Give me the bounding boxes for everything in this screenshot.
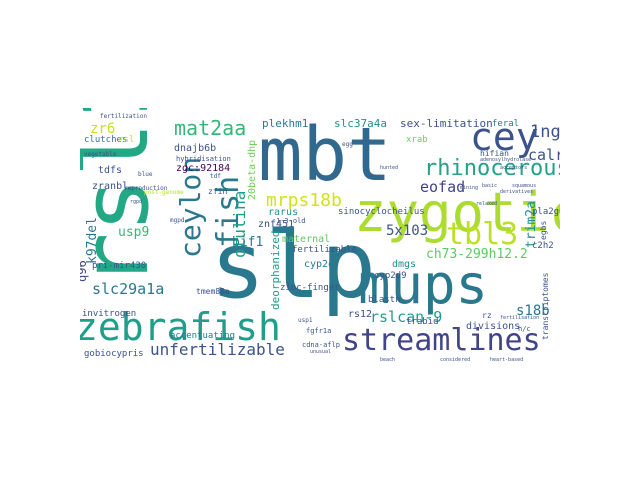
- word: usp1: [298, 317, 313, 324]
- word: znf451: [258, 219, 295, 230]
- word: unusual: [310, 349, 332, 355]
- word: 20beta-dhp: [247, 139, 258, 200]
- word: eofad: [420, 178, 466, 196]
- word: ch73-299h12.2: [426, 247, 528, 262]
- word: sex-limitation: [400, 117, 493, 130]
- word: h/c: [518, 325, 531, 333]
- word: gobiocypris: [84, 349, 144, 359]
- word: xrab: [406, 135, 428, 145]
- word: k97del: [85, 217, 100, 264]
- word: deorphanized: [269, 230, 282, 310]
- word: basic: [482, 183, 498, 189]
- word: adenosylhydrolase: [480, 157, 532, 163]
- word: zr6: [90, 121, 116, 137]
- word: egbs: [539, 220, 548, 240]
- word: usp9: [118, 225, 150, 240]
- word: pla2g6: [532, 207, 560, 217]
- word-cloud-canvas: rsl1 slp mbt zygotic mups zebrafish stre…: [80, 108, 560, 372]
- word: hybridisation: [176, 155, 231, 163]
- word: tdfs: [98, 165, 123, 176]
- word: cyp2d: [304, 259, 335, 270]
- word: blue: [138, 171, 153, 178]
- word: relaxed: [476, 201, 498, 207]
- word: calr12: [528, 146, 560, 164]
- word: dnajb6b: [174, 143, 217, 154]
- word: bif1: [232, 235, 264, 250]
- word: slc29a1a: [92, 280, 165, 298]
- word: egg: [342, 141, 353, 148]
- word: divisions: [466, 321, 521, 332]
- word: transcriptomes: [541, 272, 550, 340]
- word: zgc:92184: [176, 163, 231, 174]
- word: rs12: [348, 309, 373, 320]
- word: rgpd: [130, 199, 143, 205]
- word: zygotic: [354, 181, 560, 244]
- word: rsl: [118, 135, 135, 145]
- word: slc37a4a: [334, 117, 387, 130]
- word: slp: [210, 212, 377, 319]
- word: clutches: [84, 135, 128, 145]
- word: acceptors: [500, 165, 528, 171]
- word: maternal: [282, 234, 331, 245]
- word: streamlines: [342, 323, 541, 358]
- word: cey: [470, 115, 539, 159]
- word: vegetable: [84, 151, 117, 158]
- word: trabid: [406, 317, 439, 327]
- word: mrps18b: [266, 190, 342, 211]
- word: 1ng: [530, 122, 560, 142]
- word: zfin: [208, 187, 228, 196]
- word: fertilization: [100, 113, 147, 120]
- word: blastn: [368, 295, 401, 305]
- word: accentuating: [170, 331, 236, 341]
- word: squamous: [512, 183, 537, 189]
- word: mbt: [258, 112, 392, 198]
- word: fertilizable: [292, 245, 358, 255]
- word: cyp2d9: [374, 271, 407, 281]
- word: beach: [380, 357, 396, 363]
- word: derivatives: [500, 189, 534, 195]
- word: invitrogen: [82, 309, 137, 319]
- word: pri-mir430: [92, 261, 147, 271]
- word: rz: [482, 311, 492, 320]
- word: c2h2: [532, 241, 554, 251]
- word: dmgs: [392, 259, 417, 270]
- word: fgfr1a: [306, 327, 332, 335]
- word: hifian: [480, 149, 509, 158]
- word: considered: [440, 357, 471, 363]
- word: zranbl: [92, 181, 129, 192]
- word: tbl3: [446, 217, 519, 252]
- word: rhinocerous: [424, 156, 560, 181]
- word: rarus: [268, 207, 299, 218]
- word: s18b: [516, 303, 550, 319]
- word: post-genome: [144, 189, 184, 196]
- word: 5x103: [386, 223, 429, 239]
- word: mups: [358, 253, 489, 316]
- word: tdf: [210, 173, 221, 180]
- word: mining: [460, 185, 479, 191]
- word: sinocyclocheilus: [338, 207, 425, 217]
- word: heart-based: [490, 357, 524, 363]
- word: tmem88a: [196, 287, 230, 296]
- word: unfertilizable: [150, 340, 285, 359]
- word: fertilisation: [500, 315, 540, 321]
- word: mgpd: [170, 217, 185, 224]
- word: cdna-aflp: [302, 341, 340, 349]
- word: mat2aa: [174, 116, 247, 140]
- word: rslcan-9: [370, 308, 443, 326]
- word: zinc-finger: [280, 283, 340, 293]
- word: zebrafish: [80, 305, 281, 349]
- word: reproduction: [124, 185, 168, 192]
- word: hunted: [380, 165, 399, 171]
- word: 1-3-old: [276, 217, 306, 225]
- word: plekhm1: [262, 117, 309, 130]
- word: feral: [492, 119, 520, 129]
